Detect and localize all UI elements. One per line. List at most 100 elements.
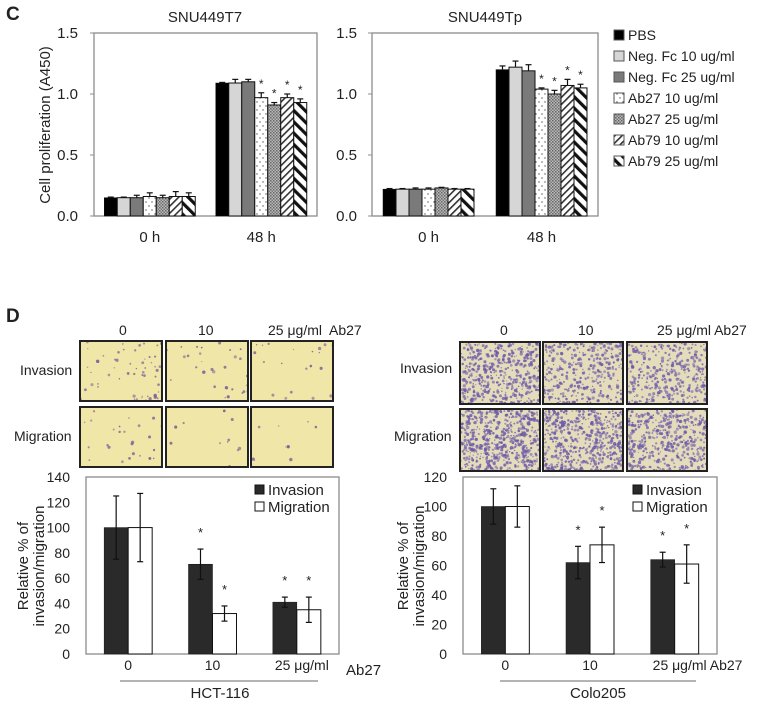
micro-col-left-0: 0 (119, 322, 127, 338)
x-tick-label: 48 h (247, 229, 276, 246)
y-tick-label: 20 (54, 621, 70, 637)
legend-label: Migration (268, 499, 330, 516)
y-tick-label: 1.5 (57, 25, 78, 42)
legend-label: Ab79 25 ug/ml (628, 153, 718, 169)
bar-hatch-back (573, 87, 588, 217)
x-tick-label: 25 μg/ml (275, 657, 329, 673)
micrograph-colo205-migration-2 (626, 408, 708, 472)
bar-white (504, 506, 530, 655)
micrograph-hct116-migration-2 (250, 406, 334, 468)
y-tick-label: 0.0 (57, 208, 78, 225)
micro-row-left-migration: Migration (14, 428, 72, 444)
x-tick-label: 10 (205, 657, 221, 673)
legend-label: PBS (628, 27, 656, 43)
group-label-hct116: HCT-116 (191, 685, 250, 702)
bar-hatch-back (293, 102, 308, 217)
legend-label: Neg. Fc 10 ug/ml (628, 48, 735, 64)
y-tick-label: 20 (431, 617, 447, 633)
micrograph-hct116-invasion-1 (165, 340, 249, 402)
x-tick-label: 0 h (139, 229, 160, 246)
micrograph-colo205-invasion-2 (626, 341, 708, 405)
bar-dots (534, 88, 549, 217)
bar-dots (421, 188, 436, 217)
significance-star: * (298, 83, 303, 97)
legend-swatch (632, 501, 643, 512)
bar-black (215, 82, 229, 217)
significance-star: * (660, 528, 665, 543)
legend-label: Migration (646, 499, 708, 516)
legend-swatch (613, 92, 625, 104)
y-tick-label: 0.5 (57, 147, 78, 164)
bar-hatch-fwd (280, 97, 295, 217)
legend-swatch (613, 29, 625, 41)
group-label-colo205: Colo205 (570, 685, 626, 702)
micrograph-colo205-invasion-0 (459, 341, 541, 405)
legend-label: Invasion (646, 482, 702, 499)
micrograph-colo205-migration-0 (459, 408, 541, 472)
bar-gray (408, 188, 423, 217)
micro-col-right-25: 25 μg/ml Ab27 (657, 322, 747, 338)
micrograph-hct116-migration-1 (165, 406, 249, 468)
significance-star: * (599, 503, 604, 518)
micro-row-right-invasion: Invasion (400, 360, 453, 376)
legend-label: Ab27 10 ug/ml (628, 90, 718, 106)
y-axis-label-d2-line2: invasion/migration (411, 506, 428, 627)
y-tick-label: 1.5 (336, 25, 357, 42)
micro-col-right-0: 0 (500, 322, 508, 338)
chart-title-snu449tp: SNU449Tp (448, 9, 522, 26)
x-tick-label: 48 h (527, 229, 556, 246)
significance-star: * (575, 522, 580, 537)
y-tick-label: 120 (424, 469, 448, 485)
bar-black (495, 69, 510, 217)
y-tick-label: 120 (47, 494, 71, 510)
micro-col-left-10: 10 (198, 322, 214, 338)
y-tick-label: 1.0 (57, 86, 78, 103)
chart-marks: 0.0 0.5 1.0 1.5 0 h 48 h * * * * 0.0 0.5 1.0 1.5 0 h 48… (47, 25, 743, 673)
bar-dark (481, 506, 506, 655)
y-axis-label-d1-line1: Relative % of (15, 521, 32, 610)
significance-star: * (282, 573, 287, 588)
bar-lightgray (228, 82, 243, 217)
micrograph-colo205-invasion-1 (542, 341, 624, 405)
bar-hatch-fwd (560, 84, 575, 217)
bar-gray (129, 197, 144, 217)
micrograph-hct116-invasion-2 (250, 340, 334, 402)
y-tick-label: 100 (424, 499, 448, 515)
plot-frame-1 (371, 32, 599, 217)
bar-black (104, 197, 118, 217)
bar-hatch-back (181, 195, 196, 217)
legend-swatch (254, 484, 265, 495)
micrograph-colo205-migration-1 (542, 408, 624, 472)
significance-star: * (552, 74, 557, 88)
plot-frame-0 (93, 32, 318, 217)
y-tick-label: 0 (62, 646, 70, 662)
significance-star: * (285, 78, 290, 92)
y-tick-label: 40 (54, 595, 70, 611)
panel-label-c: C (6, 4, 20, 25)
legend-label: Invasion (268, 482, 324, 499)
legend-label: Ab27 25 ug/ml (628, 111, 718, 127)
bar-hatch-fwd (168, 195, 183, 217)
bar-crosshatch (434, 187, 449, 217)
significance-star: * (565, 63, 570, 77)
legend-swatch (613, 113, 625, 125)
significance-star: * (539, 72, 544, 86)
bar-gray (521, 70, 536, 217)
panel-label-d: D (6, 306, 20, 327)
y-tick-label: 100 (47, 520, 71, 536)
significance-star: * (222, 582, 227, 597)
micro-row-left-invasion: Invasion (20, 362, 73, 378)
bar-lightgray (395, 188, 410, 217)
legend-swatch (613, 71, 625, 83)
x-tick-label: 10 (582, 657, 598, 673)
y-tick-label: 0.5 (336, 147, 357, 164)
y-tick-label: 80 (431, 528, 447, 544)
legend-swatch (254, 501, 265, 512)
x-tick-label: 0 (124, 657, 132, 673)
micro-col-right-10: 10 (578, 322, 594, 338)
legend-swatch (613, 134, 625, 146)
significance-star: * (578, 68, 583, 82)
y-tick-label: 140 (47, 469, 71, 485)
x-tick-label: 25 μg/ml Ab27 (653, 657, 743, 673)
